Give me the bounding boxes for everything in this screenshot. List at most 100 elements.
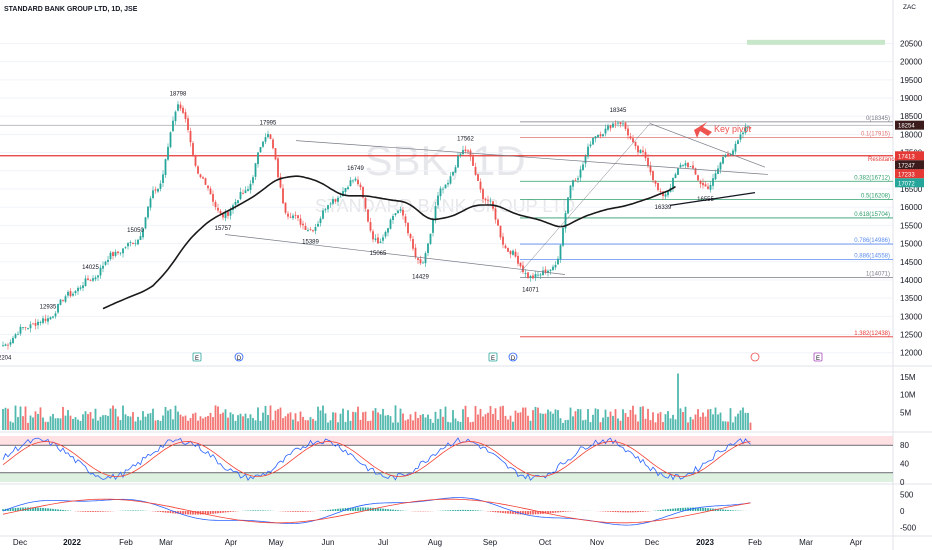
time-axis[interactable]: Dec 2022 Feb Mar Apr May Jun Jul Aug Sep Oct Nov Dec… [13, 538, 863, 547]
fib-label: 1(14071) [866, 271, 890, 277]
volume-bar [159, 420, 162, 430]
target-zone [747, 39, 885, 45]
volume-bar [447, 421, 449, 430]
volume-bar [37, 413, 39, 430]
volume-bar [737, 413, 739, 430]
signal-line [2, 498, 751, 524]
volume-bar [517, 412, 519, 430]
macd-histogram-bar [514, 511, 517, 515]
candle-body [79, 287, 82, 289]
volume-bar [19, 406, 22, 430]
event-marker-icon [508, 352, 518, 362]
macd-histogram-bar [307, 511, 309, 512]
candle-body [749, 127, 752, 129]
candle-body [602, 134, 604, 137]
volume-bar [694, 414, 697, 430]
volume-bar [489, 406, 492, 430]
candle-body [89, 280, 92, 282]
candle-body [69, 291, 72, 297]
volume-bar [662, 422, 664, 430]
candle-body [654, 180, 657, 184]
candle-body [114, 251, 117, 256]
volume-bar [709, 409, 712, 430]
candle-body [687, 162, 689, 168]
candle-body [604, 128, 607, 134]
volume-bar [369, 420, 372, 430]
macd-histogram-bar [12, 508, 14, 511]
volume-bar [632, 405, 634, 430]
volume-bar [169, 409, 172, 430]
macd-histogram-bar [672, 508, 674, 511]
candle-body [137, 239, 139, 245]
volume-bar [582, 420, 584, 430]
volume-bar [459, 421, 462, 430]
volume-bar [539, 413, 542, 430]
candle-body [322, 210, 324, 219]
macd-histogram-bar [632, 511, 634, 513]
macd-tick-label: -500 [900, 523, 917, 532]
candle-body [482, 189, 484, 200]
volume-bar [477, 414, 479, 430]
volume-bar [294, 413, 297, 430]
volume-bar [59, 418, 62, 430]
volume-bar [407, 419, 409, 430]
candle-body [542, 270, 544, 275]
macd-histogram-bar [177, 511, 179, 514]
volume-bar [287, 413, 289, 430]
candle-body [44, 318, 47, 321]
candle-body [527, 272, 529, 278]
volume-bar [144, 416, 147, 430]
time-tick-label: Dec [13, 538, 27, 547]
volume-bar [542, 413, 544, 430]
candle-body [284, 202, 287, 213]
volume-bar [299, 411, 302, 430]
macd-histogram-bar [537, 511, 539, 515]
volume-bar [404, 420, 407, 430]
volume-bar [377, 412, 379, 430]
macd-histogram-bar [79, 511, 82, 512]
macd-histogram-bar [462, 509, 464, 511]
macd-histogram-bar [332, 509, 334, 511]
macd-histogram-bar [294, 511, 297, 512]
price-axis[interactable]: 2050020000195001900018500180001750017000… [900, 39, 923, 357]
macd-histogram-bar [467, 509, 469, 511]
volume-bar [734, 416, 737, 430]
volume-bar [592, 414, 594, 430]
volume-bar [552, 413, 554, 430]
volume-bar [97, 420, 99, 430]
volume-bar [392, 422, 394, 430]
volume-bar [357, 406, 359, 430]
volume-bar [82, 414, 84, 430]
volume-bar [474, 406, 477, 430]
macd-histogram-bar [634, 511, 637, 513]
candle-body [457, 155, 459, 168]
volume-bar [437, 418, 439, 430]
candle-body [307, 230, 309, 231]
macd-histogram-bar [57, 509, 59, 511]
volume-bar [587, 409, 589, 430]
macd-histogram-bar [692, 507, 694, 511]
volume-bar [317, 406, 319, 430]
volume-bar [124, 414, 127, 430]
volume-bar [129, 416, 132, 430]
candle-body [332, 199, 334, 204]
macd-histogram-bar [474, 510, 477, 511]
volume-bar [607, 416, 609, 430]
volume-bar [397, 422, 399, 430]
volume-bar [379, 414, 382, 430]
macd-histogram-bar [374, 507, 377, 511]
macd-histogram-bar [397, 510, 399, 511]
macd-histogram-bar [622, 511, 624, 513]
candle-body [239, 191, 242, 200]
volume-bar [274, 410, 277, 430]
candle-body [369, 222, 372, 231]
volume-bar [12, 422, 14, 430]
volume-bar [204, 416, 207, 430]
candle-body [437, 195, 439, 206]
macd-histogram-bar [187, 511, 189, 515]
split-icon [750, 352, 760, 362]
candle-body [479, 181, 482, 190]
